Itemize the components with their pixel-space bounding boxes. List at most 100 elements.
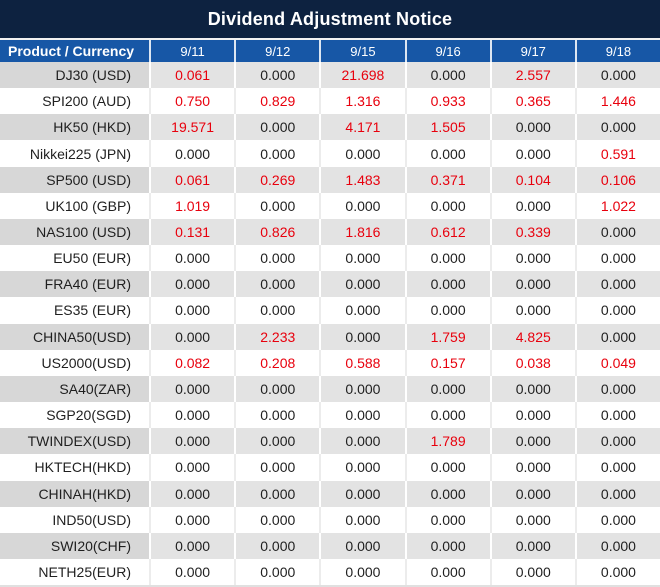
- date-column-header: 9/11: [149, 40, 234, 62]
- value-cell: 0.750: [149, 88, 234, 115]
- table-row: HK50 (HKD) 19.571 0.000 4.171 1.505 0.000 0.00…: [0, 114, 660, 141]
- value-cell: 0.000: [574, 218, 660, 246]
- value-cell: 0.000: [489, 402, 575, 429]
- product-cell: NETH25(EUR): [38, 564, 131, 581]
- product-cell: US2000(USD): [41, 354, 131, 371]
- product-cell: ES35 (EUR): [53, 302, 131, 319]
- value-cell: 0.000: [319, 480, 404, 507]
- value-cell: 0.000: [234, 402, 319, 429]
- value-cell: 0.000: [319, 375, 404, 403]
- value-cell: 0.000: [149, 323, 234, 350]
- value-cell: 0.365: [489, 88, 575, 115]
- table-row: NAS100 (USD) 0.131 0.826 1.816 0.612 0.339 0.0…: [0, 218, 660, 246]
- product-cell: SA40(ZAR): [0, 375, 149, 403]
- value-cell: 0.038: [489, 349, 575, 376]
- product-cell: HK50 (HKD): [0, 114, 149, 141]
- value-cell: 0.000: [234, 532, 319, 559]
- value-cell: 0.339: [489, 218, 575, 246]
- value-cell: 0.000: [489, 532, 575, 559]
- value-cell: 0.000: [149, 454, 234, 481]
- value-cell: 0.000: [319, 297, 404, 324]
- value-cell: 1.446: [574, 88, 660, 115]
- value-cell: 0.000: [574, 506, 660, 533]
- value-cell: 1.019: [149, 192, 234, 219]
- value-cell: 1.789: [404, 428, 490, 455]
- value-cell: 19.571: [149, 114, 234, 141]
- value-cell: 0.000: [234, 428, 319, 455]
- value-cell: 0.000: [404, 192, 490, 219]
- value-cell: 21.698: [319, 62, 404, 89]
- value-cell: 0.000: [319, 192, 404, 219]
- value-cell: 0.588: [319, 349, 404, 376]
- table-row: HKTECH(HKD) 0.000 0.000 0.000 0.000 0.000 0.00…: [0, 454, 660, 481]
- table-row: FRA40 (EUR) 0.000 0.000 0.000 0.000 0.000 0.00…: [0, 271, 660, 298]
- value-cell: 0.000: [574, 454, 660, 481]
- table-title: Dividend Adjustment Notice: [0, 0, 660, 40]
- value-cell: 0.000: [489, 375, 575, 403]
- value-cell: 0.000: [234, 480, 319, 507]
- value-cell: 0.269: [234, 166, 319, 193]
- header-row: Product / Currency 9/11 9/12 9/15 9/16 9/17 9/…: [0, 40, 660, 62]
- value-cell: 1.316: [319, 88, 404, 115]
- product-cell: Nikkei225 (JPN): [29, 145, 131, 162]
- value-cell: 0.000: [319, 454, 404, 481]
- value-cell: 0.000: [574, 532, 660, 559]
- table-row: SP500 (USD) 0.061 0.269 1.483 0.371 0.104 0.10…: [0, 166, 660, 193]
- value-cell: 0.000: [404, 297, 490, 324]
- value-cell: 4.171: [319, 114, 404, 141]
- value-cell: 0.000: [489, 192, 575, 219]
- table-row: SA40(ZAR) 0.000 0.000 0.000 0.000 0.000 0.000: [0, 375, 660, 403]
- value-cell: 0.000: [489, 245, 575, 272]
- value-cell: 0.061: [149, 166, 234, 193]
- product-cell: EU50 (EUR): [53, 250, 131, 267]
- value-cell: 0.000: [489, 428, 575, 455]
- value-cell: 1.483: [319, 166, 404, 193]
- value-cell: 0.000: [319, 140, 404, 167]
- value-cell: 0.000: [489, 454, 575, 481]
- product-cell: UK100 (GBP): [45, 197, 131, 214]
- value-cell: 0.000: [234, 375, 319, 403]
- value-cell: 0.000: [489, 297, 575, 324]
- product-currency-header: Product / Currency: [8, 43, 135, 59]
- value-cell: 0.000: [489, 140, 575, 167]
- value-cell: 4.825: [489, 323, 575, 350]
- value-cell: 0.000: [234, 454, 319, 481]
- value-cell: 0.000: [574, 271, 660, 298]
- date-column-header: 9/17: [489, 40, 575, 62]
- value-cell: 0.000: [319, 271, 404, 298]
- value-cell: 0.000: [404, 375, 490, 403]
- value-cell: 0.000: [574, 375, 660, 403]
- value-cell: 0.000: [574, 480, 660, 507]
- value-cell: 0.000: [489, 271, 575, 298]
- value-cell: 0.000: [404, 402, 490, 429]
- value-cell: 2.557: [489, 62, 575, 89]
- product-cell: SWI20(CHF): [0, 532, 149, 559]
- table-row: Nikkei225 (JPN) 0.000 0.000 0.000 0.000 0.000…: [0, 140, 660, 167]
- value-cell: 0.829: [234, 88, 319, 115]
- value-cell: 0.106: [574, 166, 660, 193]
- value-cell: 0.061: [149, 62, 234, 89]
- value-cell: 0.000: [319, 245, 404, 272]
- table-row: CHINA50(USD) 0.000 2.233 0.000 1.759 4.825 0.0…: [0, 323, 660, 350]
- value-cell: 0.612: [404, 218, 490, 246]
- value-cell: 0.000: [574, 323, 660, 350]
- table-row: SPI200 (AUD) 0.750 0.829 1.316 0.933 0.365 1.4…: [0, 88, 660, 115]
- value-cell: 0.000: [404, 532, 490, 559]
- value-cell: 0.000: [149, 428, 234, 455]
- value-cell: 0.000: [574, 428, 660, 455]
- value-cell: 0.000: [149, 480, 234, 507]
- value-cell: 0.000: [489, 114, 575, 141]
- table-row: ES35 (EUR) 0.000 0.000 0.000 0.000 0.000 0.000: [0, 297, 660, 324]
- value-cell: 0.000: [404, 62, 490, 89]
- value-cell: 0.000: [234, 140, 319, 167]
- value-cell: 2.233: [234, 323, 319, 350]
- value-cell: 0.000: [319, 323, 404, 350]
- table-row: UK100 (GBP) 1.019 0.000 0.000 0.000 0.000 1.02…: [0, 192, 660, 219]
- product-cell: DJ30 (USD): [0, 62, 149, 89]
- value-cell: 0.104: [489, 166, 575, 193]
- product-cell: NAS100 (USD): [0, 218, 149, 246]
- table-row: IND50(USD) 0.000 0.000 0.000 0.000 0.000 0.000: [0, 506, 660, 533]
- value-cell: 0.000: [149, 297, 234, 324]
- value-cell: 1.816: [319, 218, 404, 246]
- product-cell: SP500 (USD): [0, 166, 149, 193]
